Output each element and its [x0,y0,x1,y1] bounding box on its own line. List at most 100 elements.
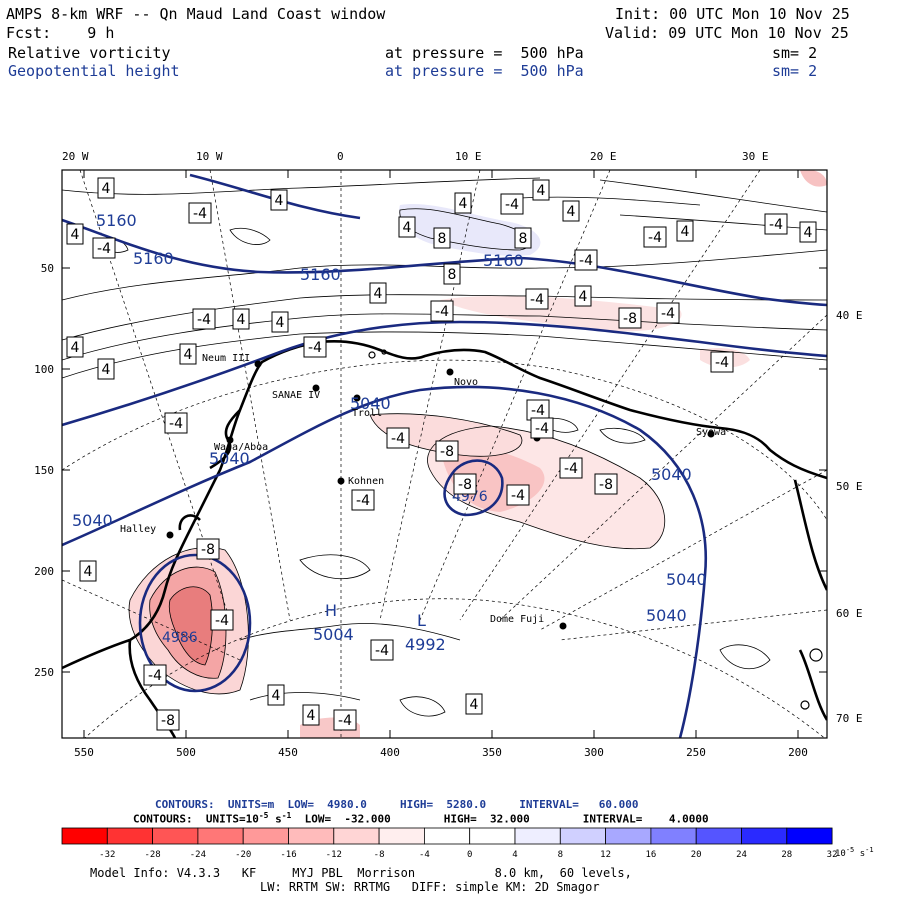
vorticity-label: 4 [465,693,483,715]
height-labels: 5160 5160 5160 5160 5040 5040 5040 5040 … [72,211,707,654]
vorticity-label: -4 [192,308,216,330]
vorticity-label-text: -4 [579,253,593,269]
vorticity-label: 4 [270,189,288,211]
height-label: 5040 [209,449,250,468]
vorticity-label-text: 4 [272,688,281,704]
vorticity-label: 8 [433,227,451,249]
vorticity-label: -4 [386,427,410,449]
colorbar-label: 32 [827,850,838,860]
vorticity-label-text: -4 [661,306,675,322]
colorbar-cell [786,827,833,845]
vorticity-label-text: 4 [537,183,546,199]
station-label: Wasa/Aboa [214,442,268,453]
vorticity-label-text: 4 [567,204,576,220]
vorticity-label: 4 [97,358,115,380]
vorticity-label-text: 4 [275,193,284,209]
vorticity-label: -4 [333,709,357,731]
vorticity-label: -8 [196,538,220,560]
height-label: 5040 [350,394,391,413]
station-label: Troll [352,408,382,419]
colorbar-cell [469,827,516,845]
vorticity-label-text: -4 [715,355,729,371]
lon-label: 60 E [836,607,863,620]
vorticity-label-text: -4 [391,431,405,447]
x-tick-label: 550 [74,746,94,759]
colorbar-label: -28 [144,850,160,860]
vorticity-label-text: 4 [459,196,468,212]
vorticity-label-text: -4 [308,340,322,356]
vorticity-label: 4 [79,560,97,582]
field1-level: at pressure = 500 hPa [385,44,584,62]
field1-smoothing: sm= 2 [772,44,818,62]
colorbar-label: 28 [781,850,792,860]
colorbar-cell [333,827,380,845]
vorticity-label: 8 [443,263,461,285]
x-tick-label: 500 [176,746,196,759]
colorbar-cell [695,827,742,845]
colorbar-label: 24 [736,850,747,860]
colorbar-labels: -32 -28 -24 -20 -16 -12 -8 -4 0 4 8 12 16 20 24 28 32 [99,850,837,860]
vorticity-labels: 4 4 -4 4 4 -4 4 4 -4 4 -4 4 8 8 8 -4 -4 4 4 4 4 4 -4 -4 4 -8 -4 4 -4… [66,177,817,731]
vorticity-label-text: -8 [201,542,215,558]
vorticity-label: -4 [574,249,598,271]
valid-time: Valid: 09 UTC Mon 10 Nov 25 [605,24,849,42]
vorticity-label: 8 [514,227,532,249]
vorticity-label: -8 [156,709,180,731]
height-label: 5160 [96,211,137,230]
vort-unit: s [275,812,282,826]
lon-label: 70 E [836,712,863,725]
vorticity-label-text: 4 [102,181,111,197]
vorticity-label: -4 [92,237,116,259]
colorbar-cell [197,827,244,845]
field2-smoothing: sm= 2 [772,62,818,80]
vorticity-label: -4 [164,412,188,434]
vorticity-label: -4 [710,351,734,373]
station-label: SANAE IV [272,390,320,401]
colorbar-label: -4 [419,850,430,860]
colorbar-unit: 10-5 s-1 [835,846,874,859]
x-tick-label: 450 [278,746,298,759]
vorticity-label: 4 [271,311,289,333]
init-time: Init: 00 UTC Mon 10 Nov 25 [615,5,850,23]
field1-name: Relative vorticity [8,44,171,62]
vorticity-label-text: -4 [356,493,370,509]
high-marker: H [325,601,337,620]
vorticity-label: -4 [525,288,549,310]
vorticity-label-text: -4 [535,421,549,437]
vorticity-label: 4 [676,220,694,242]
field2-name: Geopotential height [8,62,180,80]
bottom-x-ticks: 550 500 450 400 350 300 250 200 [74,746,808,759]
lon-label: 20 W [62,150,89,163]
title-line: AMPS 8-km WRF -- Qn Maud Land Coast wind… [6,5,386,23]
colorbar-cell [378,827,425,845]
forecast-hour: Fcst: 9 h [6,24,115,42]
vorticity-label: -4 [506,484,530,506]
vorticity-label: 4 [302,704,320,726]
field2-level: at pressure = 500 hPa [385,62,584,80]
lon-label: 20 E [590,150,617,163]
colorbar-label: 20 [691,850,702,860]
vorticity-label: 4 [267,684,285,706]
height-label: 4986 [162,630,198,646]
vorticity-label: 4 [369,282,387,304]
colorbar-cell [514,827,561,845]
vorticity-label: -8 [594,473,618,495]
colorbar-label: -20 [235,850,251,860]
vorticity-contour-info: CONTOURS: UNITS=10-5 s-1 LOW= -32.000 HI… [133,811,709,826]
vorticity-label: -4 [526,399,550,421]
colorbar-label: 16 [645,850,656,860]
vorticity-label-text: -4 [148,668,162,684]
vorticity-label: 4 [66,336,84,358]
y-tick-label: 50 [41,262,54,275]
station-label: Kohnen [348,476,384,487]
vorticity-label-text: 4 [681,224,690,240]
vorticity-label-text: -4 [375,643,389,659]
vorticity-label: -4 [143,664,167,686]
y-tick-label: 100 [34,363,54,376]
station-markers [166,360,715,630]
axis-ticks [62,170,827,738]
lon-label: 0 [337,150,344,163]
vorticity-label-text: -8 [440,444,454,460]
height-label: 5160 [133,249,174,268]
